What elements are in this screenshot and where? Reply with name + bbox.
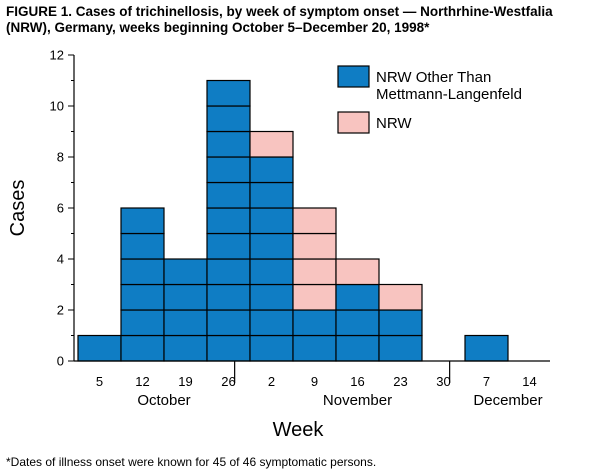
case-block-series0-week3 — [206, 156, 251, 184]
case-block-series0-week3 — [206, 232, 251, 260]
month-label: November — [323, 392, 392, 409]
x-tick-label: 16 — [350, 374, 364, 389]
case-block-series0-week4 — [249, 156, 294, 184]
case-block-series0-week1 — [120, 258, 165, 286]
case-block-series0-week6 — [335, 309, 380, 337]
case-block-series1-week5 — [292, 207, 337, 235]
legend: NRW Other Than Mettmann-Langenfeld NRW — [337, 65, 522, 134]
case-block-series1-week5 — [292, 258, 337, 286]
case-block-series0-week3 — [206, 207, 251, 235]
case-block-series0-week2 — [163, 309, 208, 337]
month-label: October — [137, 392, 190, 409]
case-block-series1-week5 — [292, 283, 337, 311]
case-block-series0-week6 — [335, 334, 380, 362]
case-block-series0-week0 — [77, 334, 122, 362]
case-block-series1-week5 — [292, 232, 337, 260]
case-block-series0-week1 — [120, 334, 165, 362]
case-block-series1-week4 — [249, 130, 294, 158]
case-block-series0-week4 — [249, 181, 294, 209]
case-block-series0-week4 — [249, 283, 294, 311]
case-block-series0-week4 — [249, 309, 294, 337]
case-block-series0-week5 — [292, 309, 337, 337]
x-tick-label: 30 — [436, 374, 450, 389]
case-block-series0-week4 — [249, 334, 294, 362]
title-line-2: (NRW), Germany, weeks beginning October … — [6, 20, 430, 35]
legend-swatch-series0 — [337, 65, 370, 88]
case-block-series0-week3 — [206, 258, 251, 286]
case-block-series0-week3 — [206, 79, 251, 107]
case-block-series0-week3 — [206, 334, 251, 362]
case-block-series0-week2 — [163, 283, 208, 311]
x-tick-label: 2 — [268, 374, 275, 389]
case-block-series0-week4 — [249, 207, 294, 235]
case-block-series0-week1 — [120, 283, 165, 311]
legend-swatch-series1 — [337, 111, 370, 134]
figure-title: FIGURE 1. Cases of trichinellosis, by we… — [6, 4, 591, 36]
y-axis-title: Cases — [7, 180, 29, 237]
title-line-1: FIGURE 1. Cases of trichinellosis, by we… — [6, 4, 553, 19]
y-tick-label: 6 — [57, 201, 64, 216]
axes-group: 0 2 4 6 8 10 12 5 12 19 26 2 9 16 23 30 7 14 October Novemb… — [50, 48, 550, 409]
y-tick-label: 2 — [57, 303, 64, 318]
legend-label-series1: NRW — [376, 115, 412, 132]
case-block-series0-week5 — [292, 334, 337, 362]
case-block-series0-week1 — [120, 207, 165, 235]
case-block-series0-week9 — [464, 334, 509, 362]
x-tick-label: 14 — [522, 374, 536, 389]
case-block-series0-week1 — [120, 309, 165, 337]
x-tick-label: 5 — [96, 374, 103, 389]
case-block-series0-week2 — [163, 258, 208, 286]
x-tick-label: 7 — [483, 374, 490, 389]
case-block-series0-week4 — [249, 232, 294, 260]
case-block-series0-week3 — [206, 309, 251, 337]
month-label: December — [473, 392, 542, 409]
footnote: *Dates of illness onset were known for 4… — [6, 455, 377, 469]
y-tick-label: 12 — [50, 48, 64, 63]
case-block-series1-week6 — [335, 258, 380, 286]
case-block-series0-week6 — [335, 283, 380, 311]
x-axis-title: Week — [273, 419, 325, 441]
case-block-series0-week7 — [378, 334, 423, 362]
bars-group — [77, 79, 509, 362]
x-tick-label: 26 — [221, 374, 235, 389]
x-tick-label: 9 — [311, 374, 318, 389]
x-tick-label: 12 — [135, 374, 149, 389]
y-tick-label: 4 — [57, 252, 64, 267]
case-block-series0-week3 — [206, 105, 251, 133]
case-block-series0-week3 — [206, 283, 251, 311]
case-block-series0-week4 — [249, 258, 294, 286]
case-block-series0-week7 — [378, 309, 423, 337]
x-tick-label: 19 — [178, 374, 192, 389]
y-tick-label: 8 — [57, 150, 64, 165]
y-tick-label: 10 — [50, 99, 64, 114]
case-block-series0-week3 — [206, 130, 251, 158]
case-block-series0-week3 — [206, 181, 251, 209]
case-block-series1-week7 — [378, 283, 423, 311]
x-tick-label: 23 — [393, 374, 407, 389]
y-tick-label: 0 — [57, 354, 64, 369]
case-block-series0-week1 — [120, 232, 165, 260]
case-block-series0-week2 — [163, 334, 208, 362]
legend-label-series0: NRW Other Than Mettmann-Langenfeld — [376, 69, 522, 103]
